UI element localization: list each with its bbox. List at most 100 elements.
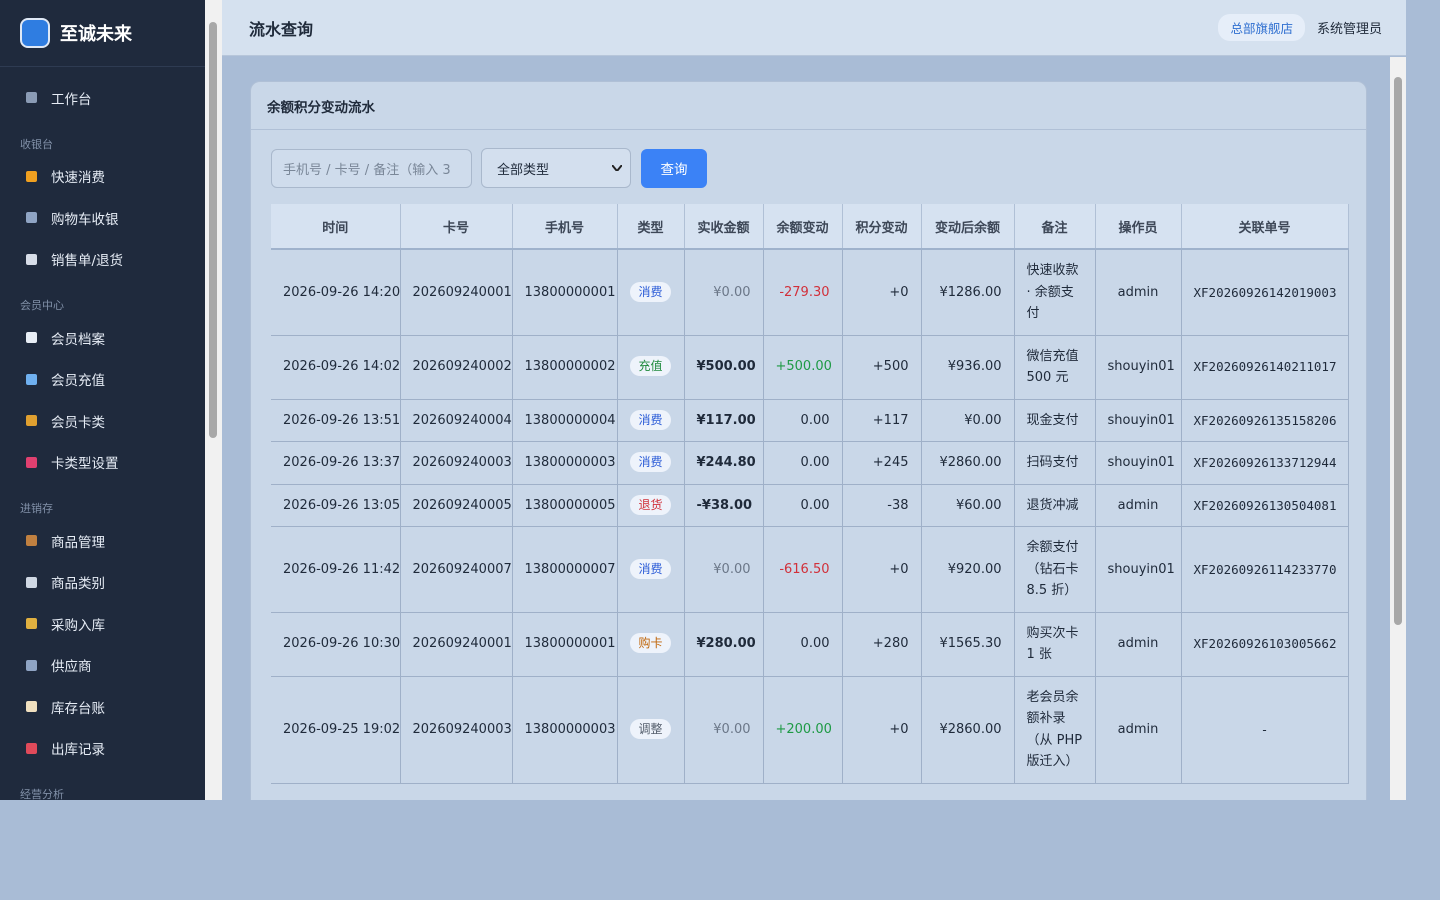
table-cell: XF20260926140211017 bbox=[1181, 335, 1349, 400]
table-cell: +0 bbox=[842, 249, 922, 336]
table-cell: 现金支付 bbox=[1014, 399, 1096, 442]
brand-name: 至诚未来 bbox=[60, 24, 132, 45]
table-cell: ¥244.80 bbox=[684, 441, 764, 485]
select-value: 全部类型 bbox=[497, 162, 550, 178]
table-cell: admin bbox=[1095, 612, 1182, 677]
table-row: 2026-09-26 11:42 202609240007 13800000007 消… bbox=[271, 526, 1349, 613]
nav-item[interactable]: 供应商 bbox=[0, 645, 205, 687]
nav-group-title: 经营分析 bbox=[20, 788, 64, 800]
nav-item[interactable]: 出库记录 bbox=[0, 728, 205, 770]
table-cell: 充值 bbox=[617, 335, 685, 400]
ledger-table: 时间 卡号 手机号 类型 实收金额 余额变动 积分变动 变动后余额 备注 操作员 关联单号 2026… bbox=[271, 204, 1349, 784]
table-cell: 13800000004 bbox=[512, 399, 618, 442]
table-cell: +280 bbox=[842, 612, 922, 677]
table-cell: 202609240003 bbox=[400, 676, 513, 784]
table-cell: 退货 bbox=[617, 484, 685, 527]
nav-item[interactable]: 商品类别 bbox=[0, 562, 205, 604]
table-cell: - bbox=[1181, 676, 1349, 784]
table-cell: 2026-09-26 14:02 bbox=[271, 335, 401, 400]
nav-icon bbox=[26, 92, 37, 104]
column-header: 关联单号 bbox=[1181, 204, 1349, 250]
table-cell: 202609240004 bbox=[400, 399, 513, 442]
table-cell: ¥1286.00 bbox=[921, 249, 1015, 336]
table-cell: 快速收款 · 余额支付 bbox=[1014, 249, 1096, 336]
type-tag: 消费 bbox=[630, 281, 671, 302]
nav-label: 商品类别 bbox=[51, 576, 105, 593]
nav-icon bbox=[26, 373, 37, 385]
scroll-thumb[interactable] bbox=[1394, 77, 1402, 625]
table-cell: +245 bbox=[842, 441, 922, 485]
nav-icon bbox=[26, 618, 37, 630]
table-cell: ¥920.00 bbox=[921, 526, 1015, 613]
brand: 至诚未来 bbox=[0, 0, 205, 67]
table-cell: +500 bbox=[842, 335, 922, 400]
nav-item[interactable]: 会员卡类 bbox=[0, 400, 205, 442]
scrollbar[interactable] bbox=[205, 0, 222, 800]
type-tag: 退货 bbox=[630, 494, 671, 515]
column-header: 余额变动 bbox=[763, 204, 843, 250]
nav-item[interactable]: 采购入库 bbox=[0, 603, 205, 645]
table-cell: 购买次卡 1 张 bbox=[1014, 612, 1096, 677]
store-badge[interactable]: 总部旗舰店 bbox=[1218, 14, 1305, 41]
table-cell: shouyin01 bbox=[1095, 526, 1182, 613]
nav-item[interactable]: 购物车收银 bbox=[0, 197, 205, 239]
column-header: 操作员 bbox=[1095, 204, 1182, 250]
table-cell: ¥0.00 bbox=[684, 676, 764, 784]
nav-item[interactable]: 卡类型设置 bbox=[0, 442, 205, 484]
header-row: 时间 卡号 手机号 类型 实收金额 余额变动 积分变动 变动后余额 备注 操作员 关联单号 bbox=[271, 204, 1349, 250]
card-title: 余额积分变动流水 bbox=[251, 82, 1366, 130]
scroll-thumb[interactable] bbox=[209, 22, 217, 438]
type-select[interactable]: 全部类型 bbox=[481, 148, 631, 188]
nav-group-title: 会员中心 bbox=[20, 299, 64, 312]
nav-icon bbox=[26, 332, 37, 344]
nav-icon bbox=[26, 253, 37, 265]
table-cell: shouyin01 bbox=[1095, 399, 1182, 442]
table-cell: 202609240005 bbox=[400, 484, 513, 527]
table-cell: 202609240001 bbox=[400, 612, 513, 677]
table-cell: XF20260926114233770 bbox=[1181, 526, 1349, 613]
nav-label: 会员充值 bbox=[51, 373, 105, 390]
table-cell: ¥117.00 bbox=[684, 399, 764, 442]
type-tag: 消费 bbox=[630, 452, 671, 472]
table-cell: 202609240001 bbox=[400, 249, 513, 336]
nav-icon bbox=[26, 212, 37, 224]
table-cell: 余额支付（钻石卡 8.5 折） bbox=[1014, 526, 1096, 613]
table-cell: -279.30 bbox=[763, 249, 843, 336]
table-cell: shouyin01 bbox=[1095, 335, 1182, 400]
column-header: 卡号 bbox=[400, 204, 513, 250]
nav-item[interactable]: 工作台 bbox=[0, 77, 205, 119]
search-input[interactable]: 手机号 / 卡号 / 备注（输入 3 bbox=[271, 148, 472, 188]
type-tag: 消费 bbox=[630, 409, 671, 430]
table-cell: ¥2860.00 bbox=[921, 441, 1015, 485]
table-cell: 13800000002 bbox=[512, 335, 618, 400]
scrollbar[interactable] bbox=[1390, 57, 1406, 800]
table-cell: 202609240003 bbox=[400, 441, 513, 485]
column-header: 类型 bbox=[617, 204, 685, 250]
column-header: 积分变动 bbox=[842, 204, 922, 250]
nav-item[interactable]: 商品管理 bbox=[0, 520, 205, 562]
table-row: 2026-09-26 13:05 202609240005 13800000005 退… bbox=[271, 484, 1349, 527]
table-row: 2026-09-26 14:02 202609240002 13800000002 充… bbox=[271, 335, 1349, 400]
nav-item[interactable]: 会员充值 bbox=[0, 359, 205, 401]
user-name[interactable]: 系统管理员 bbox=[1316, 22, 1382, 37]
table-cell: admin bbox=[1095, 249, 1182, 336]
table-cell: +117 bbox=[842, 399, 922, 442]
nav-label: 会员卡类 bbox=[51, 414, 105, 431]
nav-label: 采购入库 bbox=[51, 617, 105, 634]
nav-label: 供应商 bbox=[51, 659, 92, 676]
table-cell: shouyin01 bbox=[1095, 441, 1182, 485]
type-tag: 消费 bbox=[630, 558, 671, 579]
nav-item[interactable]: 库存台账 bbox=[0, 686, 205, 728]
column-header: 时间 bbox=[271, 204, 401, 250]
nav-label: 商品管理 bbox=[51, 534, 105, 551]
type-tag: 调整 bbox=[630, 718, 671, 739]
table-cell: -¥38.00 bbox=[684, 484, 764, 527]
nav-item[interactable]: 快速消费 bbox=[0, 156, 205, 198]
nav-item[interactable]: 销售单/退货 bbox=[0, 239, 205, 281]
table-row: 2026-09-26 10:30 202609240001 13800000001 购… bbox=[271, 612, 1349, 677]
query-button[interactable]: 查询 bbox=[641, 148, 707, 188]
table-row: 2026-09-26 13:51 202609240004 13800000004 消… bbox=[271, 399, 1349, 442]
nav-item[interactable]: 会员档案 bbox=[0, 317, 205, 359]
table-cell: 老会员余额补录（从 PHP 版迁入） bbox=[1014, 676, 1096, 784]
table-cell: 0.00 bbox=[763, 399, 843, 442]
